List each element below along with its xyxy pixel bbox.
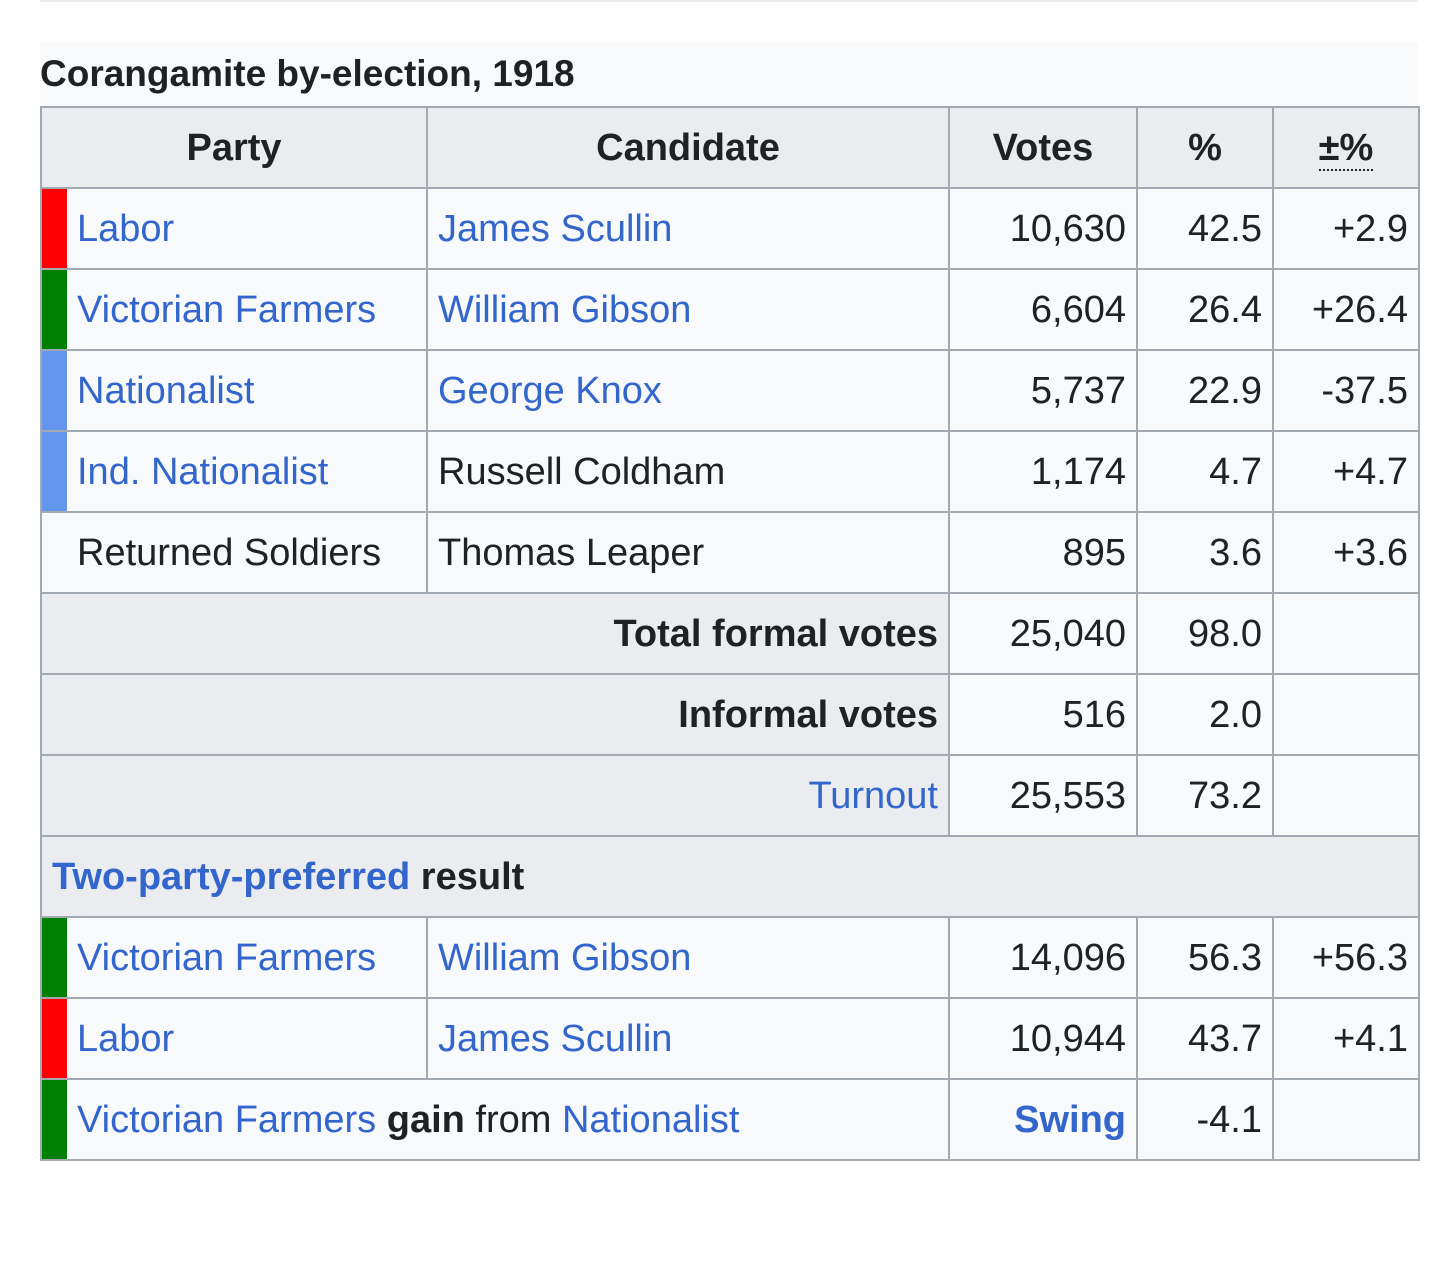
- change-cell: +2.9: [1272, 187, 1420, 270]
- candidate-link-gibson[interactable]: William Gibson: [438, 936, 692, 979]
- table-row: Labor James Scullin 10,944 43.7 +4.1: [40, 997, 1420, 1080]
- swing-value: -4.1: [1136, 1078, 1274, 1161]
- party-color-swatch: [40, 511, 67, 594]
- votes-cell: 6,604: [948, 268, 1138, 351]
- from-word: from: [464, 1098, 562, 1141]
- change-cell: +4.7: [1272, 430, 1420, 513]
- informal-label: Informal votes: [40, 673, 950, 756]
- pct-cell: 56.3: [1136, 916, 1274, 999]
- winner-party-link[interactable]: Victorian Farmers: [77, 1098, 377, 1141]
- party-link-labor[interactable]: Labor: [77, 207, 175, 250]
- votes-cell: 1,174: [948, 430, 1138, 513]
- votes-cell: 5,737: [948, 349, 1138, 432]
- candidate-link-scullin[interactable]: James Scullin: [438, 207, 673, 250]
- informal-row: Informal votes 516 2.0: [40, 673, 1420, 756]
- result-row: Victorian Farmers gain from Nationalist …: [40, 1078, 1420, 1161]
- change-abbr[interactable]: ±%: [1318, 126, 1374, 171]
- turnout-row: Turnout 25,553 73.2: [40, 754, 1420, 837]
- party-color-swatch: [40, 187, 67, 270]
- tpp-heading-rest: result: [410, 855, 525, 898]
- table-row: Returned Soldiers Thomas Leaper 895 3.6 …: [40, 511, 1420, 594]
- header-party: Party: [40, 106, 428, 189]
- table-row: Victorian Farmers William Gibson 6,604 2…: [40, 268, 1420, 351]
- table-row: Victorian Farmers William Gibson 14,096 …: [40, 916, 1420, 999]
- candidate-link-gibson[interactable]: William Gibson: [438, 288, 692, 331]
- pct-cell: 98.0: [1136, 592, 1274, 675]
- empty-cell: [1272, 673, 1420, 756]
- votes-cell: 895: [948, 511, 1138, 594]
- party-link-ind-nationalist[interactable]: Ind. Nationalist: [77, 450, 329, 493]
- party-color-swatch: [40, 916, 67, 999]
- gain-word: gain: [386, 1098, 465, 1141]
- votes-cell: 10,944: [948, 997, 1138, 1080]
- tpp-link[interactable]: Two-party-preferred: [52, 855, 411, 898]
- change-cell: +3.6: [1272, 511, 1420, 594]
- pct-cell: 3.6: [1136, 511, 1274, 594]
- pct-cell: 26.4: [1136, 268, 1274, 351]
- header-change: ±%: [1272, 106, 1420, 189]
- votes-cell: 25,553: [948, 754, 1138, 837]
- empty-cell: [1272, 592, 1420, 675]
- pct-cell: 2.0: [1136, 673, 1274, 756]
- table-row: Labor James Scullin 10,630 42.5 +2.9: [40, 187, 1420, 270]
- party-link-nationalist[interactable]: Nationalist: [77, 369, 255, 412]
- loser-party-link[interactable]: Nationalist: [561, 1098, 740, 1141]
- party-link-labor[interactable]: Labor: [77, 1017, 175, 1060]
- pct-cell: 42.5: [1136, 187, 1274, 270]
- change-cell: +4.1: [1272, 997, 1420, 1080]
- election-results-table: Party Candidate Votes % ±% Labor James S…: [40, 106, 1420, 1161]
- pct-cell: 73.2: [1136, 754, 1274, 837]
- header-votes: Votes: [948, 106, 1138, 189]
- party-color-swatch: [40, 1078, 67, 1161]
- turnout-link[interactable]: Turnout: [808, 774, 938, 817]
- party-link-victorian-farmers[interactable]: Victorian Farmers: [77, 936, 377, 979]
- change-cell: +26.4: [1272, 268, 1420, 351]
- pct-cell: 43.7: [1136, 997, 1274, 1080]
- candidate-name: Thomas Leaper: [426, 511, 950, 594]
- table-caption: Corangamite by-election, 1918: [40, 53, 575, 94]
- caption-background: [40, 42, 1418, 106]
- votes-cell: 10,630: [948, 187, 1138, 270]
- header-row: Party Candidate Votes % ±%: [40, 106, 1420, 189]
- header-candidate: Candidate: [426, 106, 950, 189]
- candidate-link-knox[interactable]: George Knox: [438, 369, 662, 412]
- party-name: Returned Soldiers: [67, 511, 428, 594]
- pct-cell: 22.9: [1136, 349, 1274, 432]
- pct-cell: 4.7: [1136, 430, 1274, 513]
- party-color-swatch: [40, 430, 67, 513]
- change-cell: +56.3: [1272, 916, 1420, 999]
- candidate-link-scullin[interactable]: James Scullin: [438, 1017, 673, 1060]
- party-link-victorian-farmers[interactable]: Victorian Farmers: [77, 288, 377, 331]
- total-formal-row: Total formal votes 25,040 98.0: [40, 592, 1420, 675]
- votes-cell: 25,040: [948, 592, 1138, 675]
- top-divider: [40, 0, 1418, 2]
- empty-cell: [1272, 1078, 1420, 1161]
- votes-cell: 14,096: [948, 916, 1138, 999]
- table-row: Ind. Nationalist Russell Coldham 1,174 4…: [40, 430, 1420, 513]
- total-formal-label: Total formal votes: [40, 592, 950, 675]
- empty-cell: [1272, 754, 1420, 837]
- party-color-swatch: [40, 268, 67, 351]
- swing-link[interactable]: Swing: [1014, 1098, 1126, 1141]
- table-row: Nationalist George Knox 5,737 22.9 -37.5: [40, 349, 1420, 432]
- tpp-heading-row: Two-party-preferred result: [40, 835, 1420, 918]
- candidate-name: Russell Coldham: [426, 430, 950, 513]
- votes-cell: 516: [948, 673, 1138, 756]
- header-pct: %: [1136, 106, 1274, 189]
- party-color-swatch: [40, 349, 67, 432]
- change-cell: -37.5: [1272, 349, 1420, 432]
- party-color-swatch: [40, 997, 67, 1080]
